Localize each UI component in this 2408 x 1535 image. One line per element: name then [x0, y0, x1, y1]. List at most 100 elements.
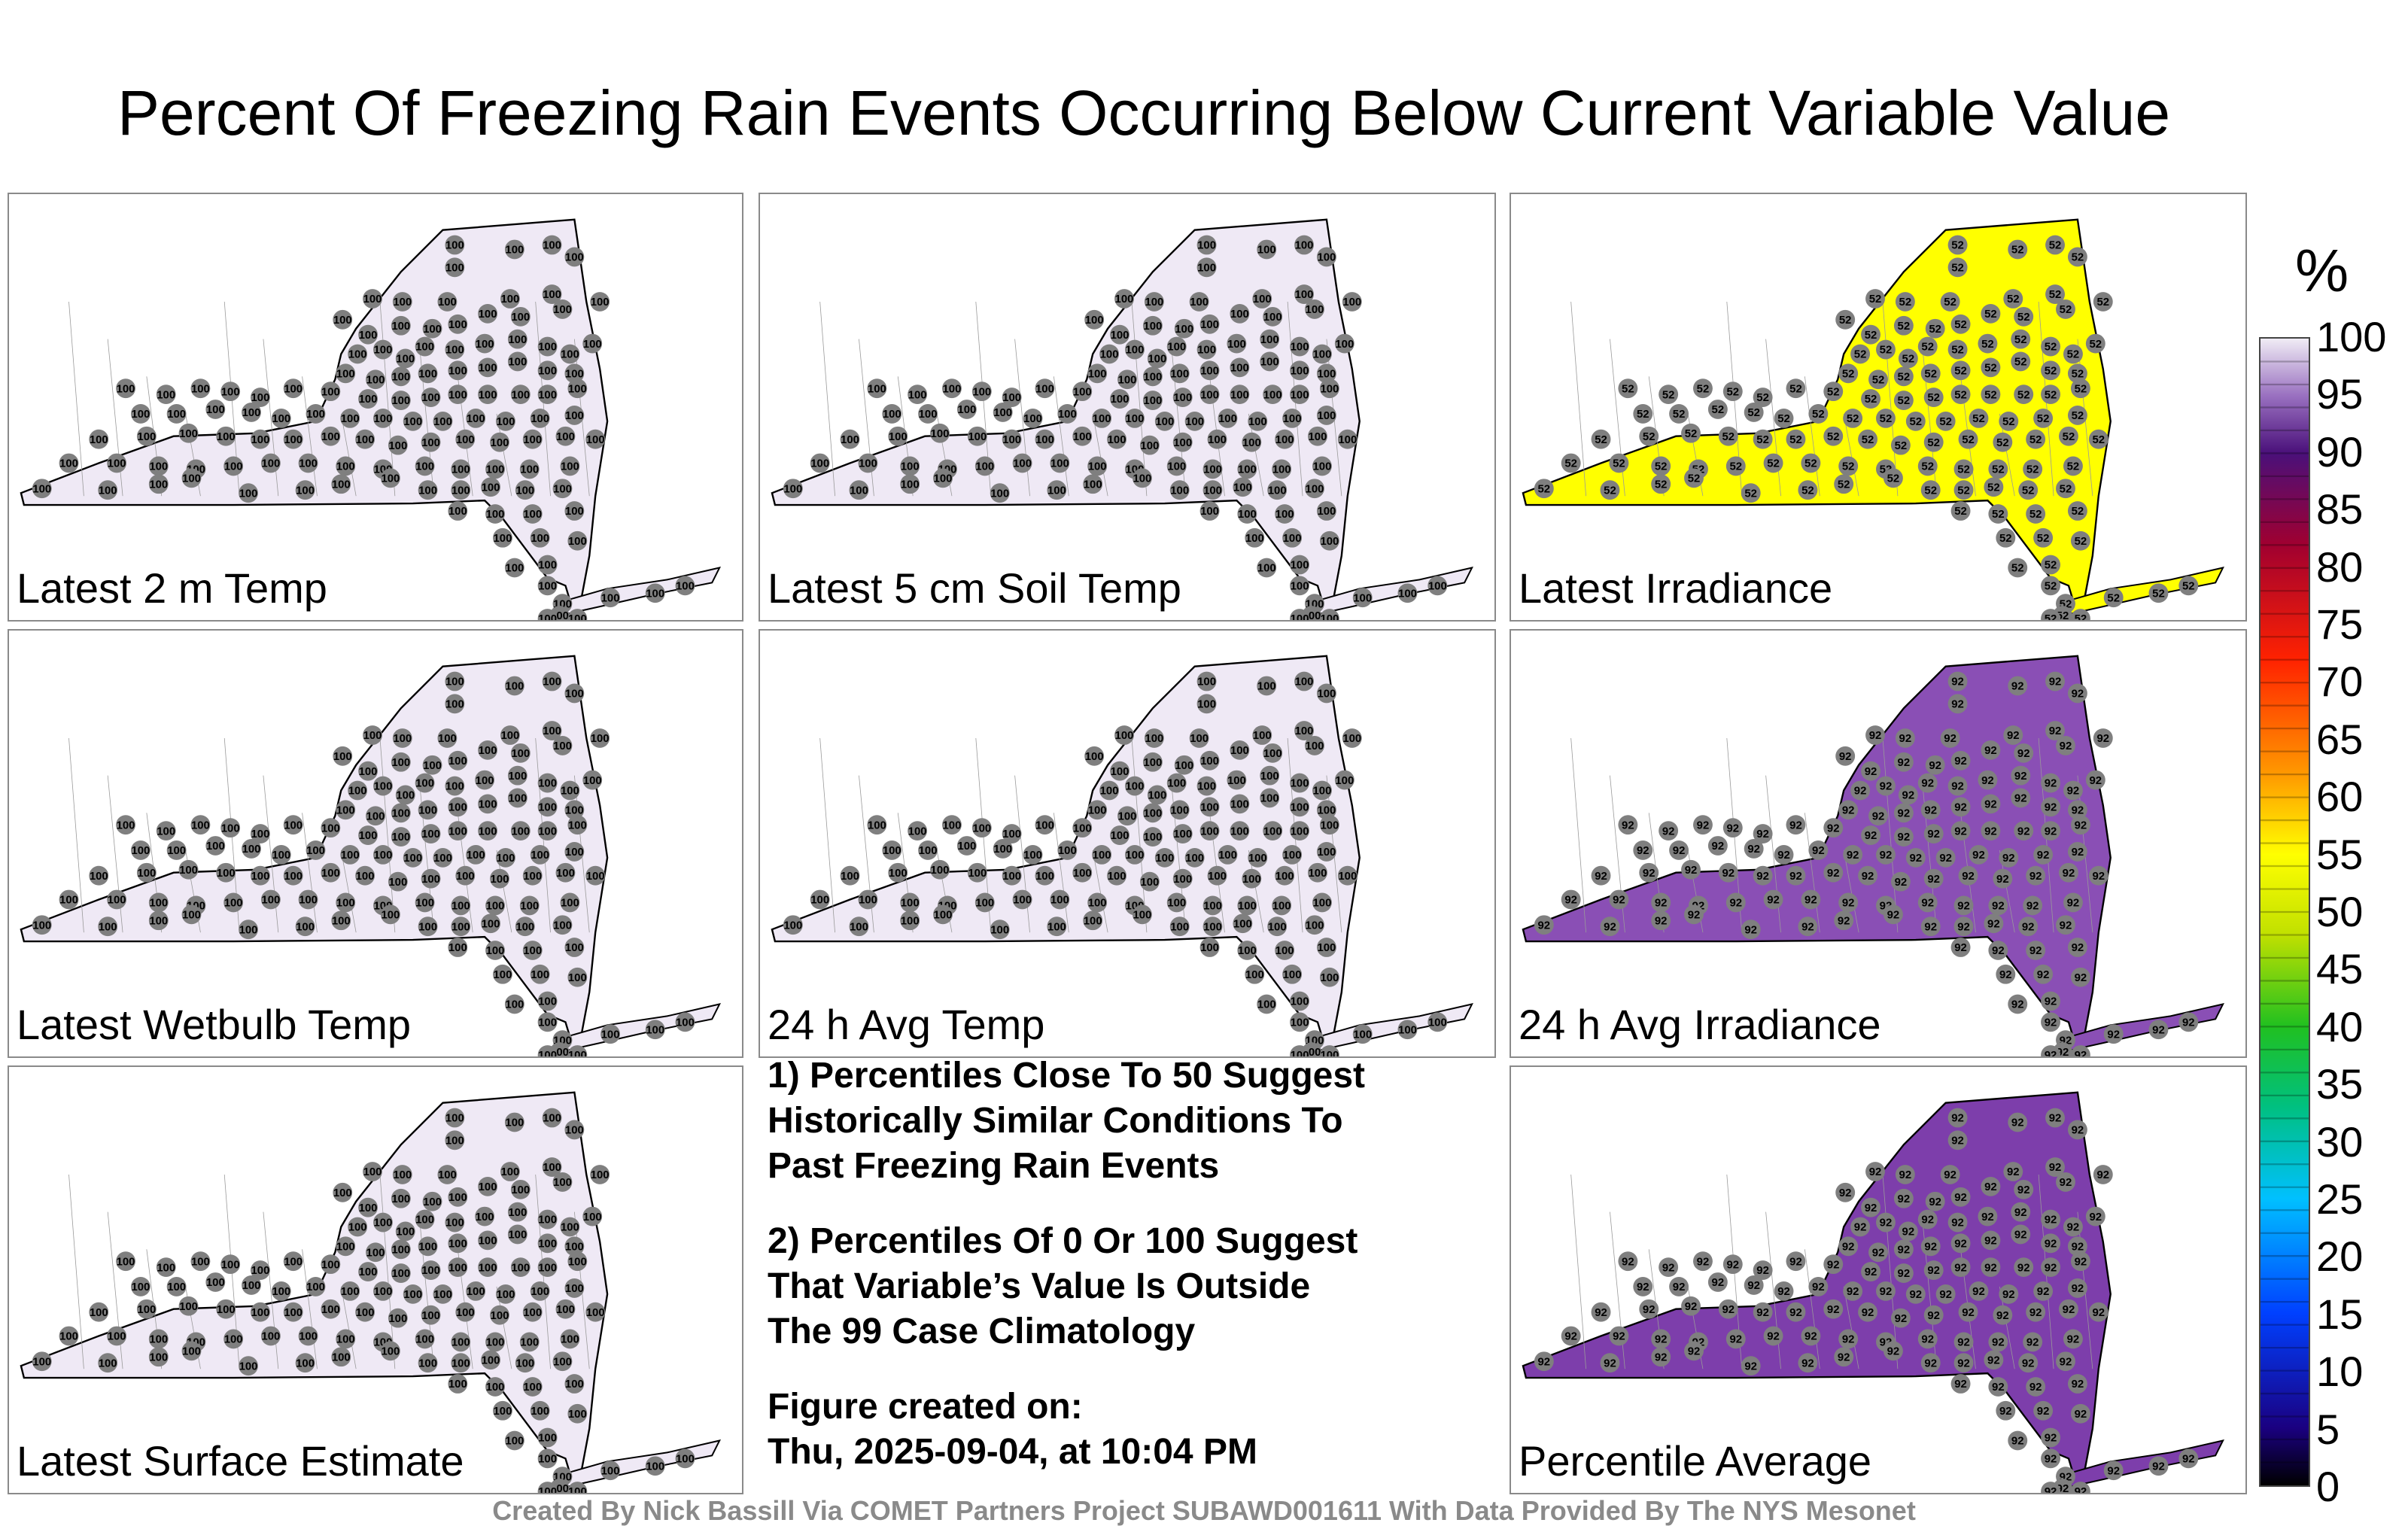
station-value: 100 [1170, 921, 1189, 933]
station-marker: 100 [567, 1045, 588, 1056]
station-marker: 100 [522, 504, 543, 524]
station-value: 100 [583, 339, 602, 351]
station-value: 100 [543, 1162, 561, 1174]
station-value: 52 [1869, 293, 1882, 305]
station-value: 100 [393, 1169, 412, 1181]
station-marker: 100 [552, 1351, 573, 1372]
station-value: 92 [1972, 1286, 1985, 1298]
station-marker: 100 [448, 1374, 468, 1394]
station-marker: 100 [1207, 865, 1227, 886]
station-value: 92 [1862, 1307, 1874, 1319]
station-marker: 100 [1154, 411, 1175, 431]
station-value: 100 [531, 969, 549, 981]
station-value: 100 [284, 1256, 303, 1268]
station-marker: 100 [466, 408, 486, 428]
station-value: 92 [1643, 1304, 1655, 1316]
station-marker: 100 [373, 776, 393, 796]
station-marker: 52 [1950, 385, 1971, 405]
station-marker: 100 [451, 1332, 471, 1352]
panel-label: Percentile Average [1519, 1437, 1872, 1485]
station-marker: 92 [2008, 994, 2028, 1014]
station-value: 100 [491, 874, 509, 886]
station-marker: 92 [2093, 728, 2113, 748]
station-value: 100 [520, 901, 539, 913]
station-value: 100 [1295, 289, 1314, 301]
station-value: 100 [242, 1280, 261, 1292]
station-value: 100 [448, 1262, 467, 1274]
station-marker: 100 [1199, 314, 1220, 334]
station-value: 52 [2072, 368, 2084, 380]
station-value: 92 [1984, 799, 1997, 811]
station-marker: 92 [1786, 865, 1806, 886]
station-marker: 100 [645, 1020, 665, 1040]
station-value: 92 [1756, 1307, 1769, 1319]
station-value: 100 [1312, 461, 1331, 473]
station-marker: 52 [1838, 363, 1859, 384]
station-value: 100 [306, 845, 325, 857]
station-value: 92 [1712, 840, 1725, 853]
station-marker: 100 [1199, 750, 1220, 771]
station-value: 100 [1317, 847, 1336, 859]
station-value: 100 [538, 613, 557, 620]
county-line [302, 376, 318, 497]
station-marker: 100 [1260, 351, 1280, 372]
station-value: 100 [1058, 409, 1077, 421]
station-marker: 52 [2045, 284, 2065, 304]
station-value: 92 [1972, 850, 1985, 862]
station-marker: 100 [564, 842, 585, 862]
station-marker: 100 [116, 378, 135, 399]
station-value: 100 [191, 383, 210, 395]
station-marker: 100 [1260, 788, 1280, 808]
station-value: 100 [391, 1268, 410, 1280]
station-marker: 100 [1087, 892, 1108, 913]
station-value: 100 [167, 409, 186, 421]
station-value: 92 [1789, 1256, 1802, 1268]
station-marker: 52 [1707, 400, 1728, 419]
station-marker: 92 [1940, 728, 1960, 748]
station-value: 92 [1927, 874, 1940, 886]
station-value: 92 [2037, 850, 2050, 862]
station-value: 52 [1872, 374, 1885, 386]
station-value: 92 [2090, 1211, 2102, 1223]
station-value: 100 [332, 479, 351, 491]
station-marker: 100 [1083, 910, 1103, 931]
station-marker: 92 [2023, 1332, 2043, 1352]
station-marker: 100 [418, 800, 438, 820]
station-value: 52 [2075, 383, 2087, 395]
station-marker: 100 [840, 865, 860, 886]
station-marker: 52 [1681, 423, 1701, 443]
station-marker: 92 [1684, 1341, 1704, 1361]
station-value: 100 [131, 1281, 150, 1293]
station-value: 100 [496, 853, 515, 865]
station-marker: 100 [283, 378, 303, 399]
station-value: 100 [251, 1265, 270, 1277]
county-line [1092, 850, 1108, 933]
station-value: 100 [157, 1262, 175, 1274]
county-line [68, 737, 84, 933]
station-value: 100 [568, 1409, 587, 1421]
station-marker: 100 [1166, 336, 1187, 357]
station-value: 100 [538, 389, 557, 401]
station-marker: 100 [475, 770, 495, 790]
station-value: 100 [676, 580, 695, 592]
county-line [819, 301, 835, 497]
station-value: 100 [423, 760, 442, 772]
station-value: 92 [1747, 843, 1760, 856]
station-value: 100 [1073, 822, 1092, 834]
station-marker: 52 [1958, 429, 1978, 449]
station-value: 100 [1233, 918, 1252, 930]
station-value: 100 [538, 1453, 557, 1465]
station-marker: 100 [205, 400, 226, 419]
station-marker: 100 [271, 408, 291, 428]
station-marker: 100 [1230, 821, 1250, 841]
station-value: 92 [1951, 781, 1964, 793]
station-value: 100 [601, 592, 620, 604]
station-marker: 100 [1142, 315, 1163, 336]
station-value: 52 [1643, 431, 1655, 443]
station-value: 92 [1637, 845, 1649, 857]
station-marker: 100 [1169, 480, 1190, 500]
station-value: 100 [1073, 431, 1092, 443]
station-marker: 92 [2008, 1430, 2028, 1451]
station-value: 100 [972, 386, 991, 398]
station-value: 52 [2072, 410, 2084, 422]
